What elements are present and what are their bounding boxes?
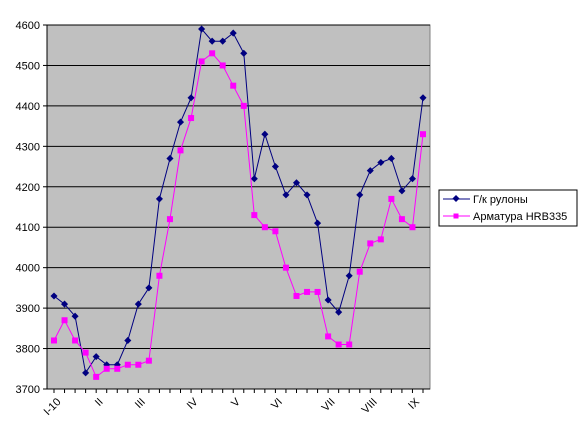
y-tick-label-4100: 4100 <box>16 222 40 234</box>
series-1-point <box>314 219 322 227</box>
series-1-point <box>419 94 427 102</box>
y-tick-label-3900: 3900 <box>16 303 40 315</box>
series-2-point <box>346 341 353 348</box>
series-2 <box>51 50 426 380</box>
series-1-point <box>176 118 185 126</box>
y-axis: 3700 3800 3900 4000 4100 4200 4300 4400 4500 4600 <box>16 20 48 396</box>
series-2-point <box>409 224 416 231</box>
series-1-point <box>50 292 58 300</box>
series-1-point <box>187 94 195 102</box>
series-1-point <box>198 25 206 33</box>
series-2-point <box>61 317 68 324</box>
series-2-point <box>103 365 110 372</box>
y-tick-label-4600: 4600 <box>16 20 40 32</box>
y-tick-label-4500: 4500 <box>16 60 40 72</box>
legend-marker-series-1 <box>452 194 460 203</box>
legend-marker-series-2 <box>453 213 459 219</box>
series-2-point <box>388 195 395 202</box>
series-2-point <box>335 341 342 348</box>
series-2-point <box>72 337 79 344</box>
series-1-point <box>282 191 290 199</box>
series-1-point <box>356 191 364 199</box>
plot-area <box>46 24 431 390</box>
series-1-point <box>398 187 406 195</box>
y-tick-label-4400: 4400 <box>16 101 40 113</box>
series-1-point <box>219 37 227 45</box>
series-2-point <box>209 50 216 57</box>
y-tick-label-4000: 4000 <box>16 263 40 275</box>
legend-box <box>438 189 578 227</box>
series-1-point <box>155 195 163 203</box>
series-2-point <box>356 268 363 275</box>
series-1-point <box>377 158 385 167</box>
legend-label-series-2: Арматура HRB335 <box>473 211 567 223</box>
series-2-point <box>230 82 237 89</box>
series-1-point <box>240 49 248 57</box>
series-1-point <box>324 296 332 304</box>
series-1-point <box>166 154 174 163</box>
series-2-point <box>367 240 374 247</box>
series-2-point <box>377 236 384 243</box>
series-1-point <box>92 353 100 361</box>
series-1-point <box>387 154 395 163</box>
series-2-point <box>282 264 289 271</box>
series-2-point <box>398 216 405 223</box>
y-tick-label-3700: 3700 <box>16 384 40 396</box>
series-2-point <box>272 228 279 235</box>
series-2-point <box>293 292 300 299</box>
series-2-point <box>114 365 121 372</box>
series-2-point <box>304 288 311 295</box>
series-1-point <box>292 179 301 187</box>
series-1-point <box>408 175 416 183</box>
series-2-point <box>51 337 57 344</box>
series-1-point <box>124 336 132 345</box>
series-1-point <box>61 300 69 308</box>
series-1-point <box>345 272 353 280</box>
series-layer <box>50 25 427 380</box>
series-1-point <box>145 284 153 292</box>
series-2-point <box>188 115 195 122</box>
series-1-point <box>208 37 216 45</box>
series-2-point <box>240 102 247 109</box>
y-tick-label-4300: 4300 <box>16 141 40 153</box>
legend: Г/к рулоны Арматура HRB335 <box>438 189 578 227</box>
y-tick-label-4200: 4200 <box>16 182 40 194</box>
series-2-point <box>251 212 258 219</box>
series-1-point <box>229 29 237 37</box>
y-tick-label-3800: 3800 <box>16 344 40 356</box>
series-1-point <box>271 163 279 171</box>
series-2-point <box>219 62 226 69</box>
series-2-point <box>82 349 89 356</box>
series-1-point <box>366 167 374 175</box>
series-1-point <box>261 130 269 138</box>
series-1-point <box>303 191 311 199</box>
series-2-point <box>314 288 321 295</box>
series-1-point <box>82 369 90 377</box>
series-1-point <box>71 312 79 320</box>
gridlines <box>47 24 430 390</box>
series-2-point <box>145 357 152 364</box>
series-2-point <box>156 272 163 279</box>
series-1-point <box>134 300 142 308</box>
series-2-point <box>135 361 142 368</box>
series-2-point <box>261 224 268 231</box>
series-1-point <box>335 308 343 316</box>
series-2-point <box>166 216 173 223</box>
series-2-point <box>198 58 205 65</box>
legend-label-series-1: Г/к рулоны <box>473 194 528 206</box>
series-2-point <box>325 333 332 340</box>
series-2-point <box>420 131 426 138</box>
series-2-point <box>93 373 100 380</box>
series-2-point <box>124 361 131 368</box>
series-2-point <box>177 147 184 154</box>
